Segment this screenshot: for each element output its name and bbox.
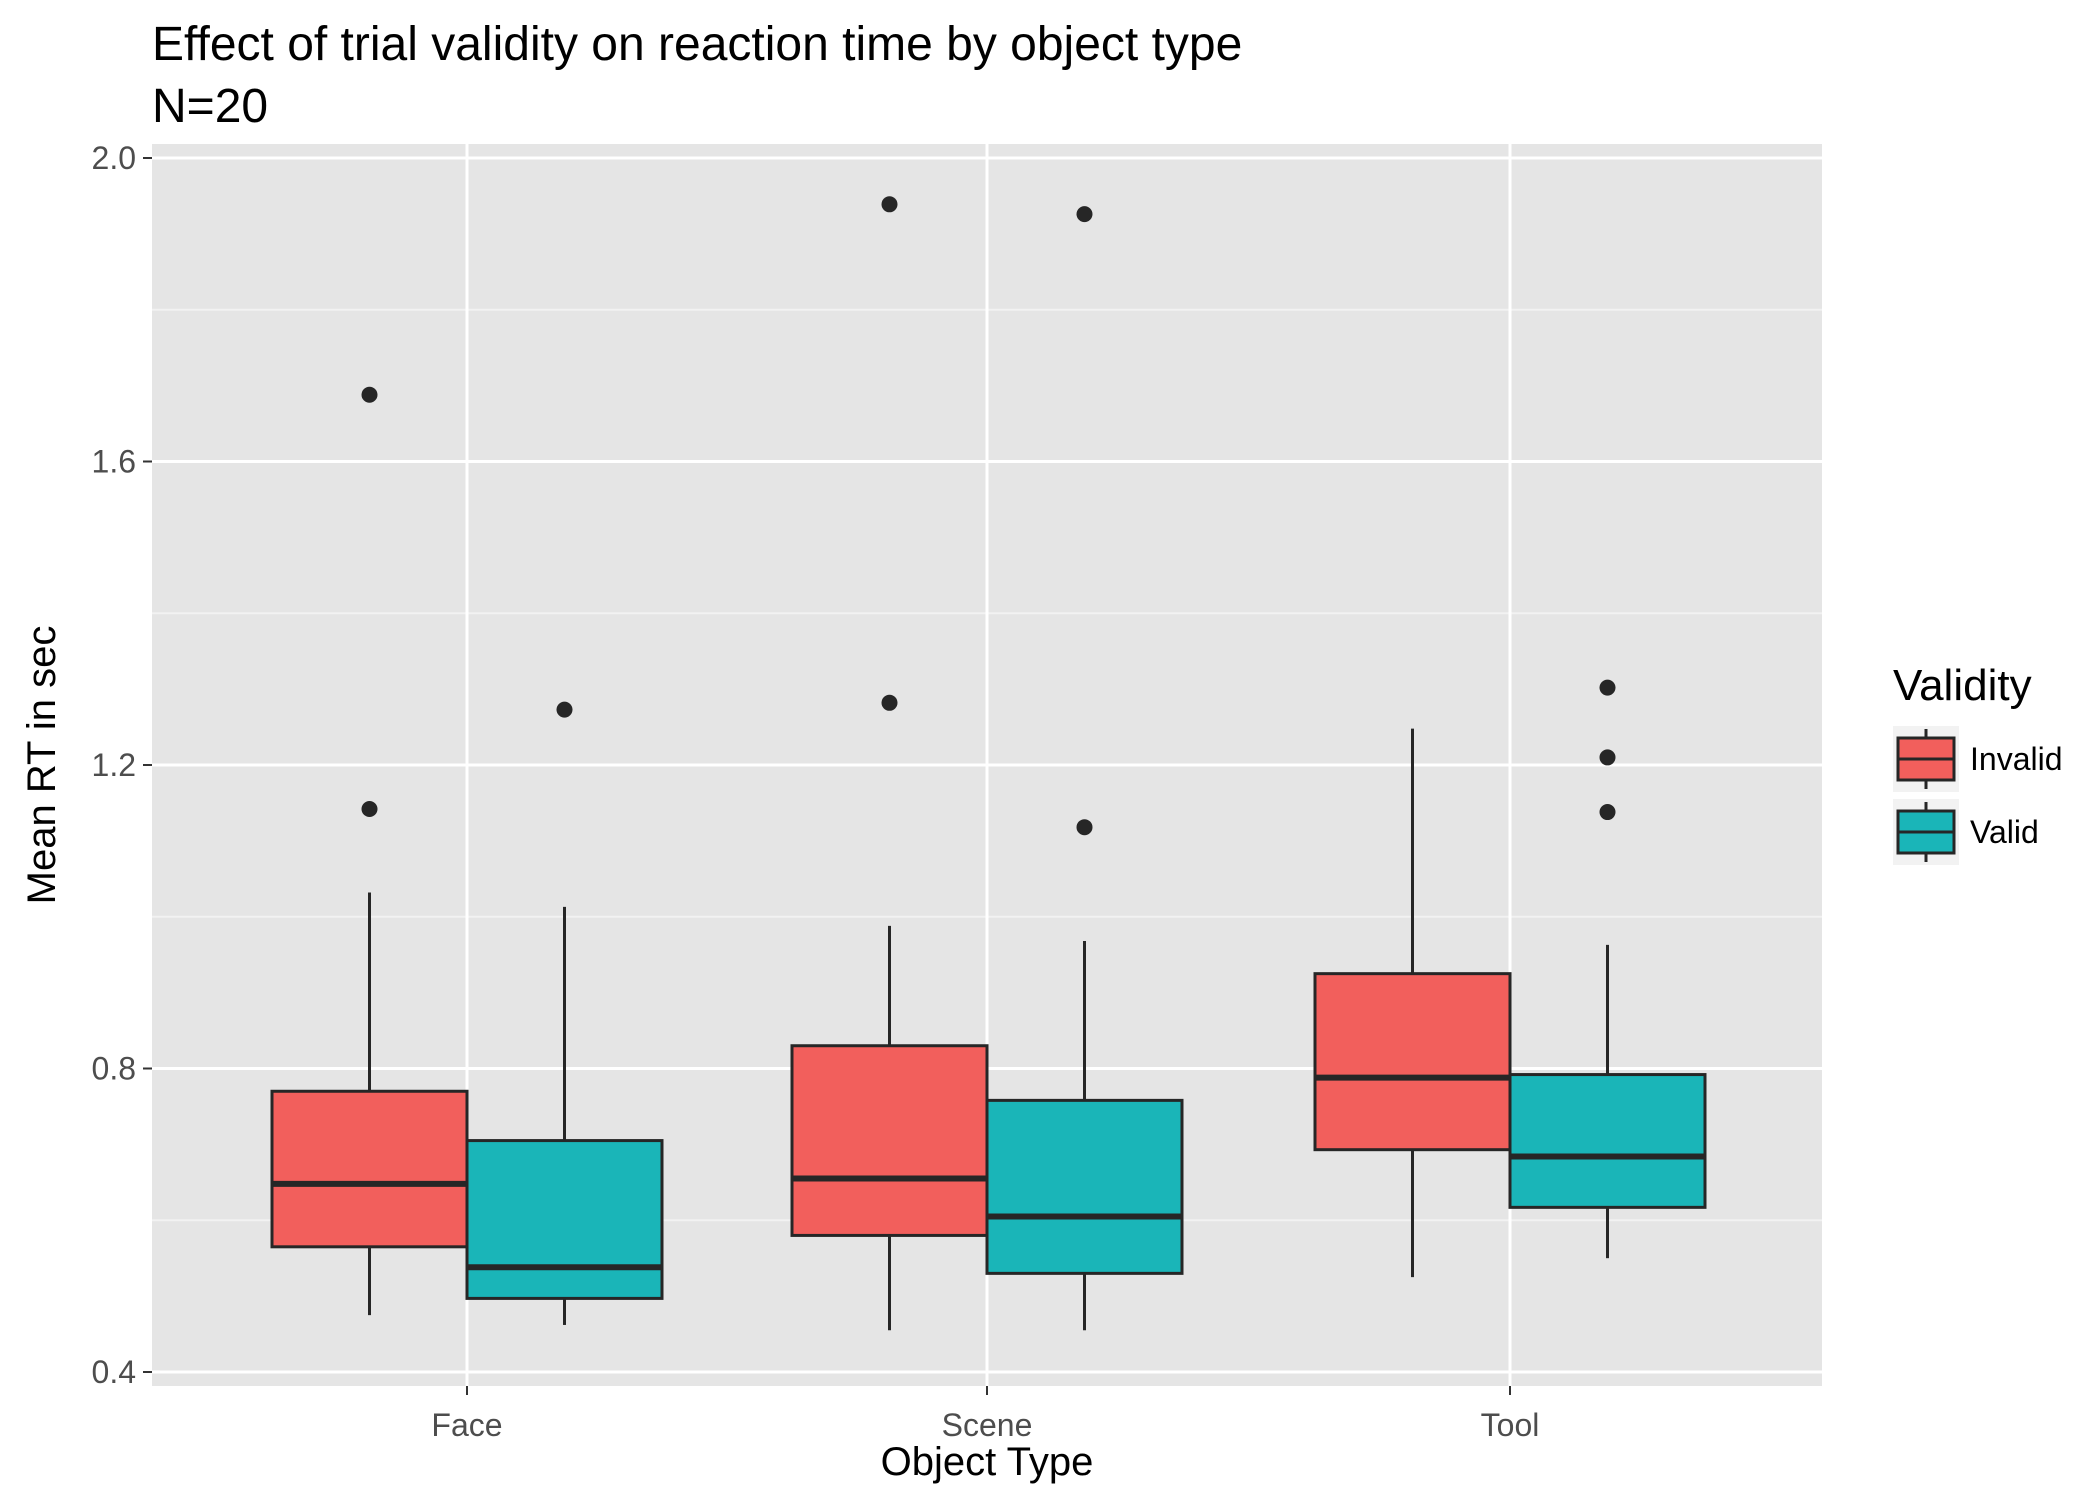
box-valid-face — [465, 701, 664, 1325]
chart-title: Effect of trial validity on reaction tim… — [152, 18, 1242, 71]
box-iqr — [465, 1139, 664, 1300]
outlier-point — [881, 694, 898, 711]
box-iqr — [985, 1098, 1184, 1275]
legend-label-valid: Valid — [1970, 814, 2039, 850]
box-invalid-scene — [790, 196, 989, 1331]
outlier-point — [1599, 804, 1616, 821]
box-valid-tool — [1508, 679, 1707, 1259]
x-axis: Face Scene Tool — [431, 1386, 1539, 1443]
x-axis-title: Object Type — [881, 1440, 1094, 1484]
y-tick-label: 2.0 — [92, 140, 136, 176]
outlier-point — [556, 701, 573, 718]
box-valid-scene — [985, 206, 1184, 1331]
outlier-point — [1599, 679, 1616, 696]
y-tick-label: 1.2 — [92, 747, 136, 783]
chart-subtitle: N=20 — [152, 80, 268, 133]
box-iqr — [270, 1089, 469, 1249]
outlier-point — [881, 196, 898, 213]
y-tick-label: 0.8 — [92, 1051, 136, 1087]
y-tick-label: 0.4 — [92, 1354, 136, 1390]
legend-label-invalid: Invalid — [1970, 741, 2063, 777]
legend-title: Validity — [1893, 661, 2032, 710]
x-tick-label: Scene — [942, 1407, 1033, 1443]
x-tick-label: Tool — [1481, 1407, 1540, 1443]
outlier-point — [361, 801, 378, 818]
box-invalid-tool — [1313, 728, 1512, 1278]
box-iqr — [1508, 1073, 1707, 1209]
outlier-point — [1599, 749, 1616, 766]
y-axis-title: Mean RT in sec — [20, 626, 64, 905]
outlier-point — [1076, 819, 1093, 836]
outlier-point — [1076, 206, 1093, 223]
outlier-point — [361, 386, 378, 403]
legend: Validity Invalid Valid — [1893, 661, 2063, 865]
box-iqr — [1313, 972, 1512, 1152]
box-layer — [270, 196, 1707, 1331]
x-tick-label: Face — [431, 1407, 502, 1443]
box-iqr — [790, 1044, 989, 1237]
y-axis: 0.4 0.8 1.2 1.6 2.0 — [92, 140, 152, 1390]
box-invalid-face — [270, 386, 469, 1316]
y-tick-label: 1.6 — [92, 444, 136, 480]
